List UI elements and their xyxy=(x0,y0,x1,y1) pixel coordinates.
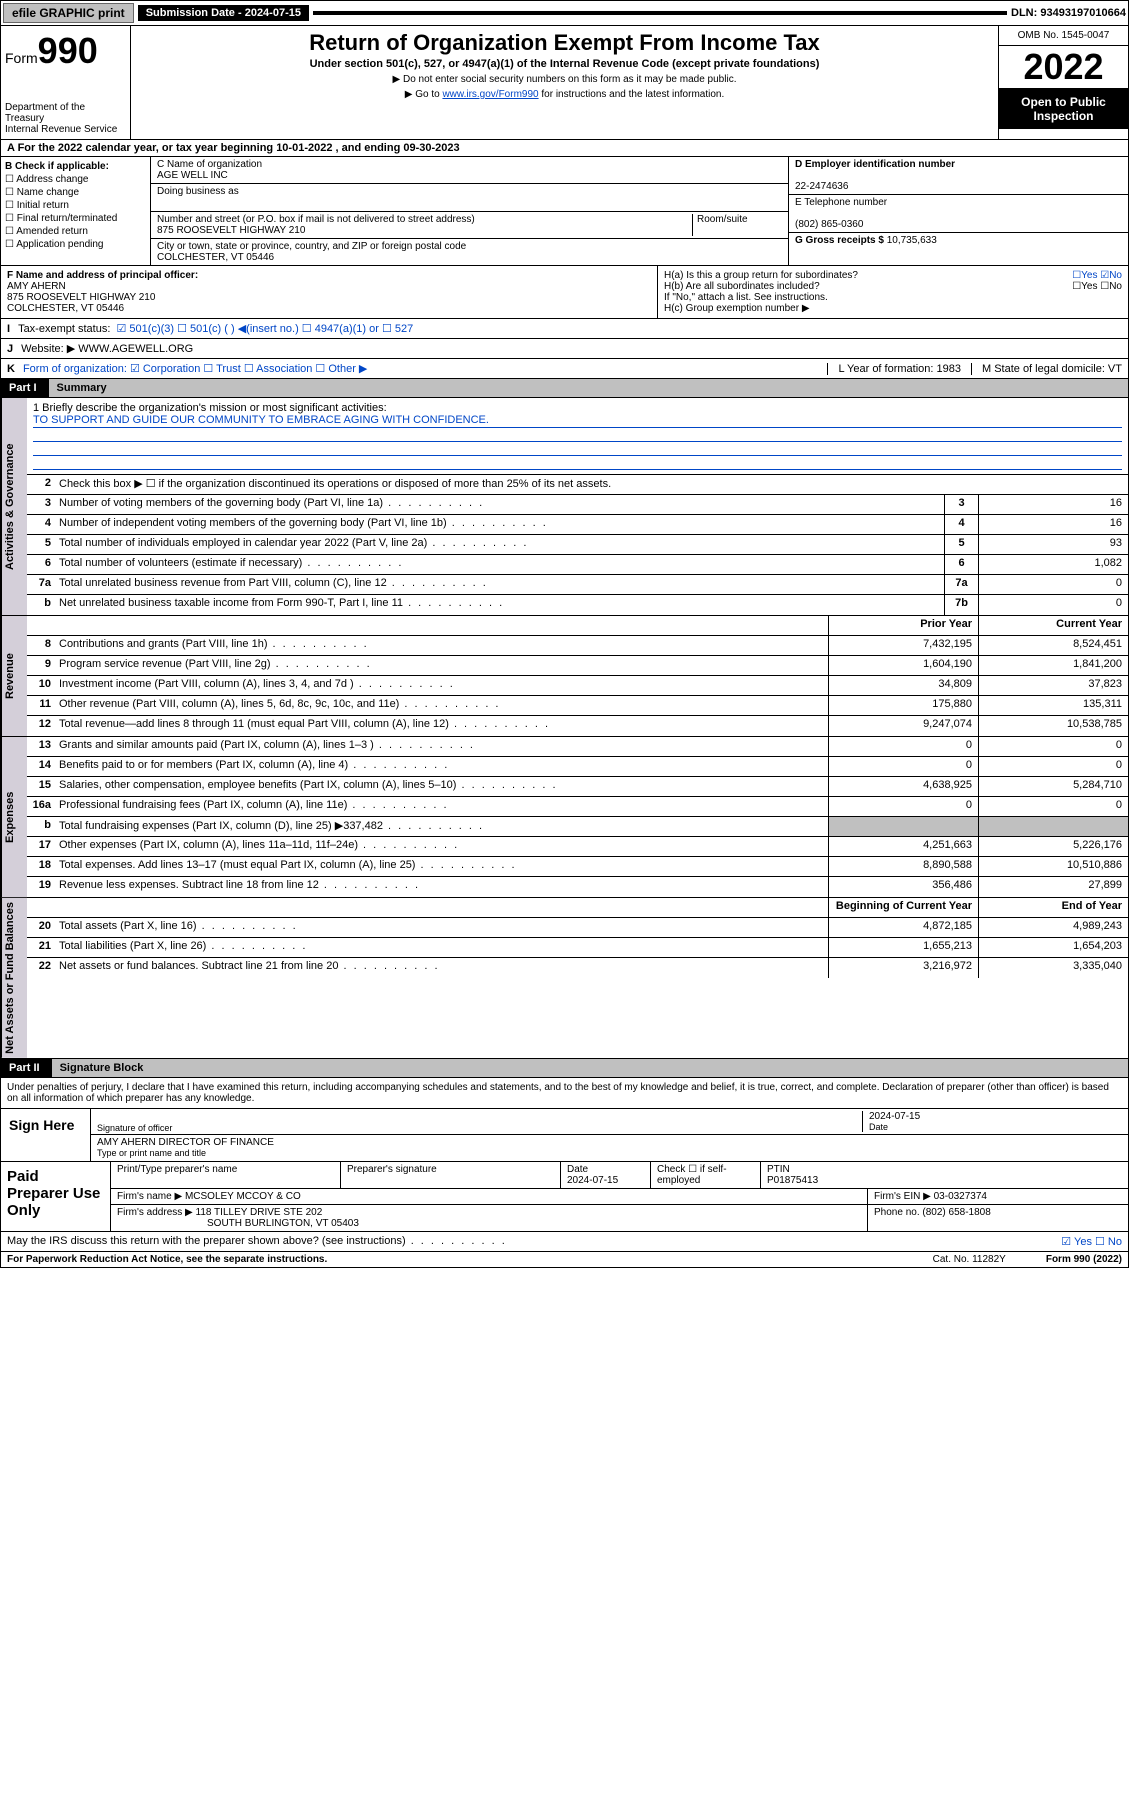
summary-line: 21Total liabilities (Part X, line 26)1,6… xyxy=(27,938,1128,958)
paid-preparer-block: Paid Preparer Use Only Print/Type prepar… xyxy=(0,1162,1129,1232)
vtab-netassets: Net Assets or Fund Balances xyxy=(1,898,27,1058)
dln: DLN: 93493197010664 xyxy=(1011,7,1126,19)
summary-line: 13Grants and similar amounts paid (Part … xyxy=(27,737,1128,757)
summary-line: 9Program service revenue (Part VIII, lin… xyxy=(27,656,1128,676)
org-street: 875 ROOSEVELT HIGHWAY 210 xyxy=(157,225,305,236)
sign-date: 2024-07-15 xyxy=(869,1111,920,1122)
summary-line: 14Benefits paid to or for members (Part … xyxy=(27,757,1128,777)
firm-name: MCSOLEY MCCOY & CO xyxy=(185,1191,301,1202)
firm-ein: 03-0327374 xyxy=(934,1191,987,1202)
gross-receipts: 10,735,633 xyxy=(887,235,937,246)
ha-answer[interactable]: ☐Yes ☑No xyxy=(1072,270,1122,281)
topbar: efile GRAPHIC print Submission Date - 20… xyxy=(0,0,1129,26)
dept-treasury: Department of the Treasury xyxy=(5,102,126,124)
summary-line: bNet unrelated business taxable income f… xyxy=(27,595,1128,615)
summary-line: 17Other expenses (Part IX, column (A), l… xyxy=(27,837,1128,857)
form-header: Form990 Department of the Treasury Inter… xyxy=(0,26,1129,140)
summary-line: 16aProfessional fundraising fees (Part I… xyxy=(27,797,1128,817)
officer-name-title: AMY AHERN DIRECTOR OF FINANCE xyxy=(97,1137,1122,1148)
submission-date: Submission Date - 2024-07-15 xyxy=(138,5,309,21)
page-footer: For Paperwork Reduction Act Notice, see … xyxy=(0,1252,1129,1268)
chk-address[interactable]: Address change xyxy=(5,174,146,185)
fg-row: F Name and address of principal officer:… xyxy=(0,266,1129,319)
omb-number: OMB No. 1545-0047 xyxy=(999,26,1128,46)
vtab-revenue: Revenue xyxy=(1,616,27,736)
mission-block: 1 Briefly describe the organization's mi… xyxy=(27,398,1128,475)
website[interactable]: WWW.AGEWELL.ORG xyxy=(78,343,193,355)
line-klm: K Form of organization: ☑ Corporation ☐ … xyxy=(0,359,1129,379)
firm-addr2: SOUTH BURLINGTON, VT 05403 xyxy=(117,1218,359,1229)
chk-pending[interactable]: Application pending xyxy=(5,239,146,250)
col-c-org: C Name of organizationAGE WELL INC Doing… xyxy=(151,157,788,265)
mission-text: TO SUPPORT AND GUIDE OUR COMMUNITY TO EM… xyxy=(33,414,1122,428)
tax-year: 2022 xyxy=(999,46,1128,89)
blank-bar xyxy=(313,11,1007,15)
summary-line: 20Total assets (Part X, line 16)4,872,18… xyxy=(27,918,1128,938)
phone: (802) 865-0360 xyxy=(795,219,863,230)
tax-status-opts[interactable]: ☑ 501(c)(3) ☐ 501(c) ( ) ◀(insert no.) ☐… xyxy=(117,322,414,335)
col-b-checkboxes: B Check if applicable: Address change Na… xyxy=(1,157,151,265)
irs-label: Internal Revenue Service xyxy=(5,124,126,135)
chk-name[interactable]: Name change xyxy=(5,187,146,198)
irs-link[interactable]: www.irs.gov/Form990 xyxy=(442,89,538,100)
discuss-row: May the IRS discuss this return with the… xyxy=(0,1232,1129,1252)
summary-line: 4Number of independent voting members of… xyxy=(27,515,1128,535)
summary-line: 7aTotal unrelated business revenue from … xyxy=(27,575,1128,595)
vtab-expenses: Expenses xyxy=(1,737,27,897)
col-headers-na: Beginning of Current Year End of Year xyxy=(27,898,1128,918)
summary-line: 6Total number of volunteers (estimate if… xyxy=(27,555,1128,575)
summary-line: 5Total number of individuals employed in… xyxy=(27,535,1128,555)
ein: 22-2474636 xyxy=(795,181,848,192)
prep-date: 2024-07-15 xyxy=(567,1175,618,1186)
summary-line: 10Investment income (Part VIII, column (… xyxy=(27,676,1128,696)
self-employed-chk[interactable]: Check ☐ if self-employed xyxy=(651,1162,761,1188)
ptin: P01875413 xyxy=(767,1175,818,1186)
col-de: D Employer identification number22-24746… xyxy=(788,157,1128,265)
summary-line: 2Check this box ▶ ☐ if the organization … xyxy=(27,475,1128,495)
summary-line: 19Revenue less expenses. Subtract line 1… xyxy=(27,877,1128,897)
public-inspection: Open to Public Inspection xyxy=(999,89,1128,129)
summary-line: 11Other revenue (Part VIII, column (A), … xyxy=(27,696,1128,716)
ssn-note: ▶ Do not enter social security numbers o… xyxy=(139,74,990,85)
col-headers-rev: Prior Year Current Year xyxy=(27,616,1128,636)
summary-line: 15Salaries, other compensation, employee… xyxy=(27,777,1128,797)
firm-addr1: 118 TILLEY DRIVE STE 202 xyxy=(196,1207,323,1218)
sig-declaration: Under penalties of perjury, I declare th… xyxy=(0,1078,1129,1109)
form-of-org[interactable]: Form of organization: ☑ Corporation ☐ Tr… xyxy=(23,362,367,375)
form-number: Form990 xyxy=(5,30,126,72)
org-city: COLCHESTER, VT 05446 xyxy=(157,252,274,263)
chk-amended[interactable]: Amended return xyxy=(5,226,146,237)
part2-header: Part II Signature Block xyxy=(0,1059,1129,1078)
chk-final[interactable]: Final return/terminated xyxy=(5,213,146,224)
row-a-taxyear: A For the 2022 calendar year, or tax yea… xyxy=(0,140,1129,157)
efile-btn[interactable]: efile GRAPHIC print xyxy=(3,3,134,23)
cat-no: Cat. No. 11282Y xyxy=(933,1254,1006,1265)
officer-name: AMY AHERN xyxy=(7,281,66,292)
year-formation: L Year of formation: 1983 xyxy=(827,363,971,375)
vtab-governance: Activities & Governance xyxy=(1,398,27,615)
summary-line: 3Number of voting members of the governi… xyxy=(27,495,1128,515)
discuss-answer[interactable]: ☑ Yes ☐ No xyxy=(1061,1235,1122,1248)
chk-initial[interactable]: Initial return xyxy=(5,200,146,211)
org-name: AGE WELL INC xyxy=(157,170,228,181)
sign-here-block: Sign Here Signature of officer 2024-07-1… xyxy=(0,1109,1129,1162)
summary-line: 22Net assets or fund balances. Subtract … xyxy=(27,958,1128,978)
form-title: Return of Organization Exempt From Incom… xyxy=(139,30,990,56)
hb-answer[interactable]: ☐Yes ☐No xyxy=(1072,281,1122,292)
form-subtitle: Under section 501(c), 527, or 4947(a)(1)… xyxy=(139,58,990,70)
summary-line: 12Total revenue—add lines 8 through 11 (… xyxy=(27,716,1128,736)
line-i: I Tax-exempt status: ☑ 501(c)(3) ☐ 501(c… xyxy=(0,319,1129,339)
part1-header: Part I Summary xyxy=(0,379,1129,398)
goto-note: ▶ Go to www.irs.gov/Form990 for instruct… xyxy=(139,89,990,100)
summary-line: 8Contributions and grants (Part VIII, li… xyxy=(27,636,1128,656)
firm-phone: (802) 658-1808 xyxy=(922,1207,990,1218)
line-j: J Website: ▶ WWW.AGEWELL.ORG xyxy=(0,339,1129,359)
summary-line: 18Total expenses. Add lines 13–17 (must … xyxy=(27,857,1128,877)
summary-line: bTotal fundraising expenses (Part IX, co… xyxy=(27,817,1128,837)
state-domicile: M State of legal domicile: VT xyxy=(971,363,1122,375)
entity-grid: B Check if applicable: Address change Na… xyxy=(0,157,1129,266)
